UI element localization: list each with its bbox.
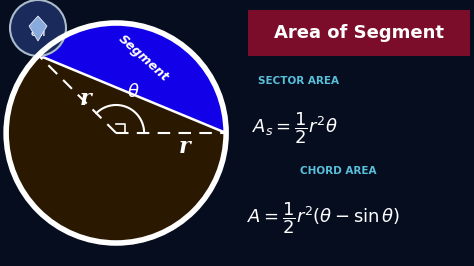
Text: CHORD AREA: CHORD AREA (300, 166, 376, 176)
Text: SECTOR AREA: SECTOR AREA (258, 76, 339, 86)
Circle shape (6, 23, 226, 243)
Text: r: r (178, 136, 190, 158)
FancyBboxPatch shape (248, 10, 470, 56)
Text: Segment: Segment (116, 33, 171, 84)
Text: $\theta$: $\theta$ (127, 83, 139, 101)
Text: $A = \dfrac{1}{2}r^2(\theta - \sin\theta)$: $A = \dfrac{1}{2}r^2(\theta - \sin\theta… (247, 200, 400, 236)
Text: $A_s = \dfrac{1}{2}r^2\theta$: $A_s = \dfrac{1}{2}r^2\theta$ (252, 110, 337, 146)
Polygon shape (38, 55, 226, 133)
Text: Area of Segment: Area of Segment (274, 24, 444, 42)
Text: r: r (79, 88, 91, 110)
Circle shape (10, 0, 66, 56)
Polygon shape (29, 16, 47, 41)
Text: GMI: GMI (30, 31, 46, 37)
Polygon shape (38, 23, 226, 133)
